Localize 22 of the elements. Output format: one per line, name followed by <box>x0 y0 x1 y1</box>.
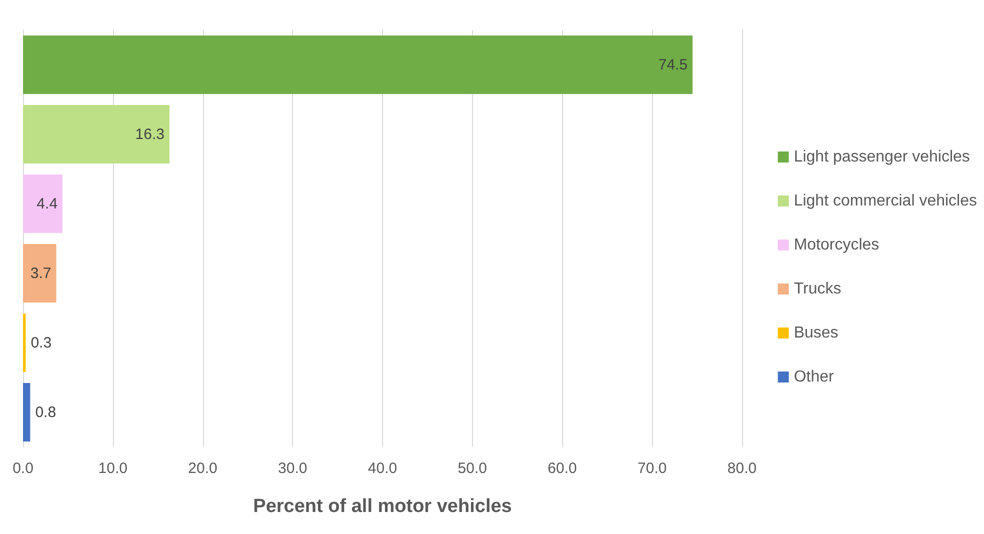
x-tick-label: 30.0 <box>278 460 308 477</box>
x-tick-label: 50.0 <box>458 460 487 477</box>
x-tick-label: 80.0 <box>727 460 757 477</box>
legend-label: Motorcycles <box>794 236 880 254</box>
x-tick-label: 40.0 <box>368 460 398 477</box>
data-label: 3.7 <box>30 264 52 282</box>
legend-label: Light passenger vehicles <box>794 148 970 166</box>
x-tick-label: 0.0 <box>12 460 34 477</box>
legend-label: Light commercial vehicles <box>794 192 978 210</box>
data-label: 74.5 <box>658 56 688 74</box>
legend-label: Other <box>794 368 835 386</box>
x-axis-title: Percent of all motor vehicles <box>253 496 512 517</box>
x-tick-label: 70.0 <box>638 460 667 477</box>
data-label: 0.3 <box>30 334 52 352</box>
x-tick-label: 60.0 <box>548 460 577 477</box>
x-tick-label: 10.0 <box>98 460 128 477</box>
data-label: 0.8 <box>35 404 56 421</box>
data-label: 16.3 <box>135 126 164 143</box>
x-tick-label: 20.0 <box>188 460 218 477</box>
legend-label: Buses <box>794 324 838 342</box>
data-label: 4.4 <box>36 195 58 212</box>
legend-label: Trucks <box>794 280 842 298</box>
